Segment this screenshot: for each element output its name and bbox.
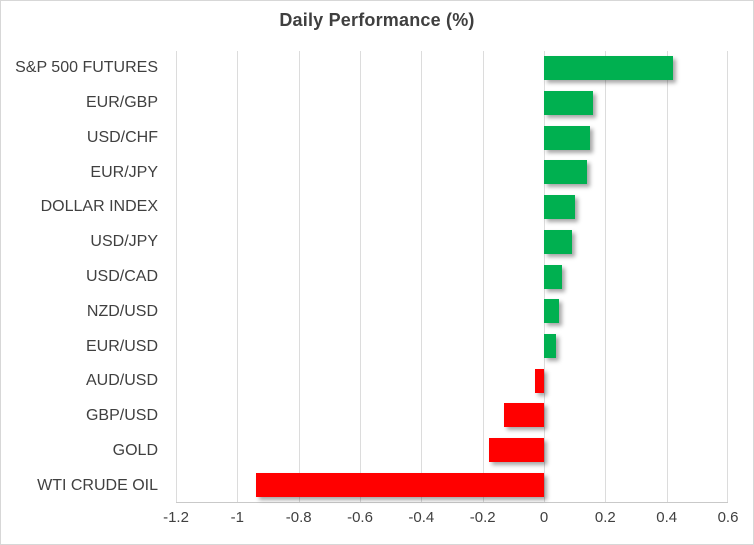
gridline (421, 51, 423, 502)
bar-gbp-usd (504, 403, 544, 428)
bar-s-p-500-futures (544, 56, 673, 81)
category-label-s-p-500-futures: S&P 500 FUTURES (15, 59, 158, 77)
value-axis: -1.2 -1 -0.8 -0.6 -0.4 -0.2 0 0.2 0.4 0.6 (163, 509, 738, 531)
category-label-eur-gbp: EUR/GBP (85, 94, 158, 112)
x-tick-label: -0.6 (347, 509, 373, 526)
bar-aud-usd (534, 368, 544, 393)
bar-eur-gbp (544, 91, 594, 116)
gridline (666, 51, 668, 502)
category-label-eur-jpy: EUR/JPY (90, 163, 158, 181)
x-tick-label: 0.4 (656, 509, 678, 526)
x-tick-label: -0.4 (408, 509, 435, 526)
category-label-usd-chf: USD/CHF (86, 128, 158, 146)
gridline (482, 51, 484, 502)
category-label-wti-crude-oil: WTI CRUDE OIL (37, 476, 158, 494)
bar-usd-chf (544, 125, 590, 150)
gridline (360, 51, 361, 502)
bar-wti-crude-oil (255, 472, 544, 497)
bar-nzd-usd (544, 299, 560, 324)
x-tick-label: -1.2 (163, 509, 189, 526)
category-label-aud-usd: AUD/USD (85, 372, 158, 390)
bar-gold (488, 437, 544, 462)
plot-area (176, 51, 728, 503)
category-label-dollar-index: DOLLAR INDEX (40, 198, 158, 216)
gridline (298, 51, 300, 502)
bar-eur-jpy (544, 160, 587, 185)
bar-dollar-index (544, 195, 575, 220)
bar-eur-usd (544, 333, 557, 358)
bar-usd-cad (544, 264, 563, 289)
x-tick-label: 0.2 (594, 509, 616, 526)
chart-title: Daily Performance (%) (279, 10, 475, 30)
category-axis: S&P 500 FUTURES EUR/GBP USD/CHF EUR/JPY DOLL… (1, 51, 176, 503)
category-label-nzd-usd: NZD/USD (86, 302, 158, 320)
gridline (176, 51, 177, 502)
gridline (727, 51, 728, 502)
x-tick-label: -0.2 (469, 509, 496, 526)
bar-usd-jpy (544, 229, 572, 254)
gridline (237, 51, 239, 502)
category-label-gold: GOLD (112, 441, 158, 459)
x-tick-label: 0 (539, 509, 549, 526)
category-label-eur-usd: EUR/USD (85, 337, 158, 355)
category-label-gbp-usd: GBP/USD (85, 407, 158, 425)
gridline (605, 51, 607, 502)
category-label-usd-jpy: USD/JPY (90, 233, 158, 251)
x-tick-label: -1 (230, 509, 244, 526)
x-tick-label: 0.6 (717, 509, 739, 526)
x-tick-label: -0.8 (285, 509, 312, 526)
category-label-usd-cad: USD/CAD (85, 268, 158, 285)
